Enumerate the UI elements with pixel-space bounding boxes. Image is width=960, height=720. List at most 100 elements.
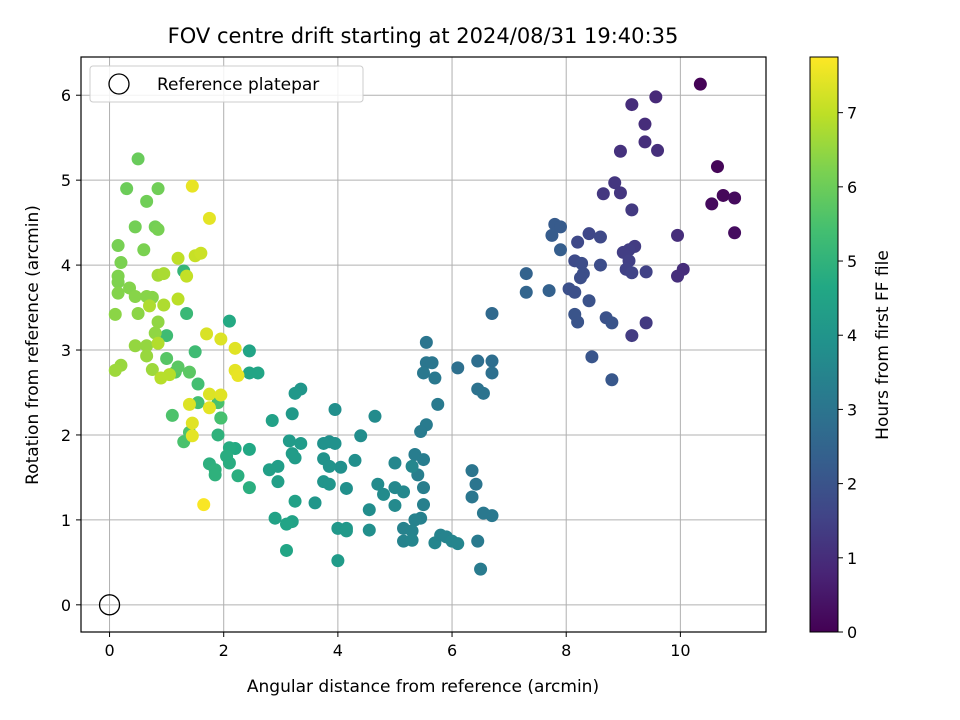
data-point: [148, 326, 162, 340]
data-point: [120, 182, 134, 196]
data-point: [322, 477, 336, 491]
colorbar-tick-label: 4: [847, 326, 857, 345]
y-tick-label: 3: [61, 341, 71, 360]
data-point: [222, 314, 236, 328]
y-tick-label: 1: [61, 511, 71, 530]
data-point: [348, 453, 362, 467]
data-point: [214, 411, 228, 425]
data-point: [716, 188, 730, 202]
data-point: [265, 414, 279, 428]
data-point: [554, 220, 567, 234]
data-point: [339, 524, 353, 538]
data-point: [368, 409, 382, 423]
data-point: [469, 477, 483, 491]
data-point: [308, 496, 322, 510]
data-point: [571, 235, 585, 249]
data-points: [108, 77, 742, 576]
data-point: [571, 315, 585, 329]
data-point: [280, 517, 293, 531]
x-tick-label: 2: [219, 641, 229, 660]
data-point: [575, 256, 589, 270]
data-point: [465, 490, 479, 504]
data-point: [388, 498, 402, 512]
data-point: [228, 341, 242, 355]
data-point: [405, 459, 419, 473]
data-point: [214, 388, 228, 402]
reference-platepar-marker: [98, 594, 121, 616]
x-tick-label: 8: [561, 641, 571, 660]
data-point: [388, 456, 402, 470]
data-point: [728, 226, 742, 240]
data-point: [128, 220, 142, 234]
colorbar-tick-label: 5: [847, 252, 857, 271]
data-point: [328, 436, 342, 450]
data-point: [200, 327, 214, 341]
data-point: [625, 266, 639, 280]
legend-box: [89, 65, 364, 103]
data-point: [485, 366, 499, 380]
data-point: [111, 239, 125, 253]
data-point: [251, 366, 265, 380]
data-point: [585, 350, 599, 364]
data-point: [519, 285, 533, 299]
data-point: [165, 408, 179, 422]
data-point: [194, 246, 208, 260]
data-point: [114, 256, 128, 270]
data-point: [613, 186, 627, 200]
data-point: [710, 160, 724, 174]
colorbar-tick-label: 1: [847, 549, 857, 568]
y-tick-label: 6: [61, 86, 71, 105]
x-axis-label: Angular distance from reference (arcmin): [247, 677, 599, 697]
data-point: [582, 294, 596, 308]
colorbar-tick-label: 0: [847, 623, 857, 642]
plot-frame: [80, 56, 767, 633]
data-point: [188, 345, 202, 359]
data-point: [651, 143, 665, 157]
data-point: [638, 135, 652, 149]
reference-marker: [98, 594, 121, 616]
data-point: [519, 267, 533, 281]
data-point: [471, 534, 485, 548]
data-point: [288, 494, 302, 508]
data-point: [202, 401, 216, 415]
data-point: [593, 258, 607, 272]
data-point: [182, 365, 196, 379]
data-point: [171, 292, 185, 306]
data-point: [428, 371, 442, 385]
data-point: [111, 286, 125, 300]
data-point: [128, 290, 142, 304]
data-point: [208, 468, 222, 482]
data-point: [180, 306, 194, 320]
data-point: [451, 361, 465, 375]
data-point: [271, 475, 285, 489]
data-point: [331, 554, 345, 568]
data-point: [705, 197, 719, 211]
chart-title: FOV centre drift starting at 2024/08/31 …: [168, 24, 679, 48]
data-point: [151, 182, 165, 196]
data-point: [419, 335, 433, 349]
data-point: [285, 407, 299, 421]
colorbar: 0 1 2 3 4 5 6 7 Hours from first FF file: [809, 56, 893, 642]
data-point: [625, 98, 639, 112]
data-point: [417, 453, 430, 467]
data-point: [625, 203, 639, 217]
y-axis-ticks: 0 1 2 3 4 5 6: [61, 86, 81, 615]
data-point: [639, 265, 653, 279]
data-point: [554, 243, 567, 257]
data-point: [160, 329, 174, 343]
data-point: [143, 299, 156, 313]
data-point: [288, 451, 302, 465]
data-point: [151, 222, 165, 236]
data-point: [162, 368, 176, 382]
data-point: [288, 386, 302, 400]
data-point: [231, 369, 245, 383]
data-point: [185, 179, 199, 193]
data-point: [545, 228, 559, 242]
data-point: [197, 498, 211, 512]
data-point: [485, 509, 499, 523]
data-point: [185, 429, 199, 443]
data-point: [431, 397, 445, 411]
data-point: [111, 275, 125, 289]
data-point: [605, 316, 619, 330]
